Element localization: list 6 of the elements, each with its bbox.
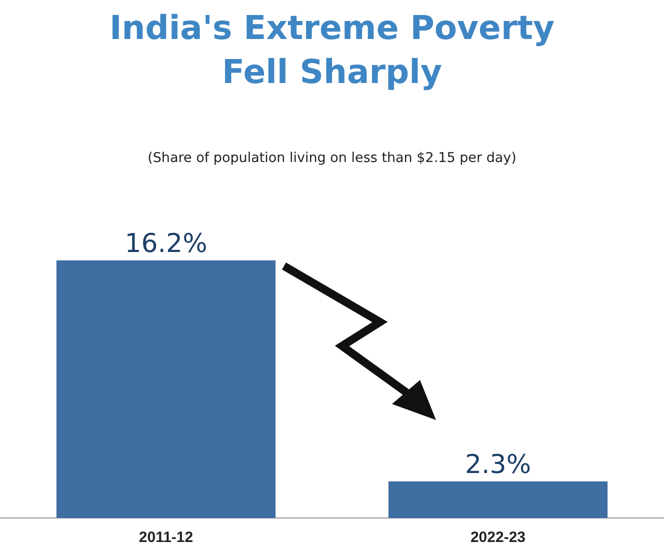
x-tick-label: 2011-12	[138, 529, 194, 546]
data-label: 16.2%	[124, 229, 208, 260]
data-label: 2.3%	[464, 450, 532, 480]
chart-title: India's Extreme Poverty Fell Sharply	[108, 7, 556, 93]
chart-subtitle: (Share of population living on less than $2.15 per day)	[146, 150, 518, 166]
x-tick-label: 2022-23	[470, 529, 526, 546]
